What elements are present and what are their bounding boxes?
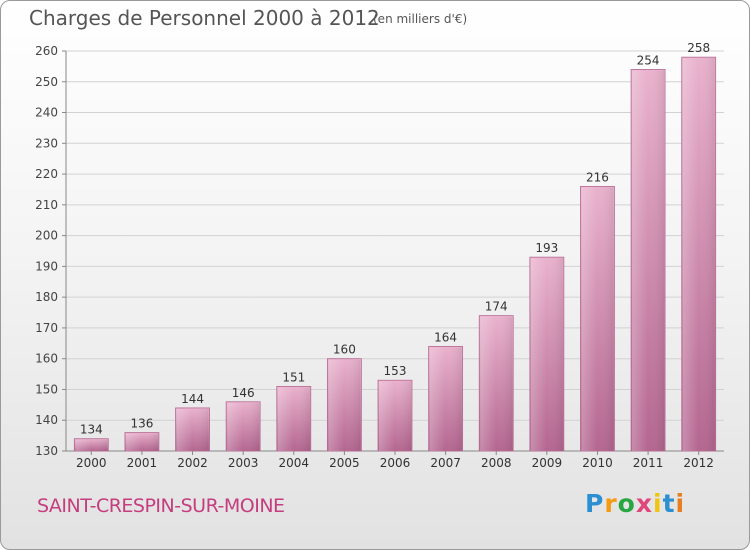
x-tick-label: 2001	[127, 456, 158, 470]
bar-value-label: 134	[80, 423, 103, 437]
x-tick-label: 2003	[228, 456, 259, 470]
y-tick-label: 220	[35, 167, 58, 181]
city-name: SAINT-CRESPIN-SUR-MOINE	[37, 495, 285, 517]
x-tick-label: 2011	[633, 456, 664, 470]
y-tick-label: 160	[35, 352, 58, 366]
x-tick-label: 2008	[481, 456, 512, 470]
y-tick-label: 250	[35, 75, 58, 89]
y-tick-label: 240	[35, 106, 58, 120]
bar-shine	[682, 58, 715, 452]
y-tick-label: 200	[35, 229, 58, 243]
y-tick-label: 210	[35, 198, 58, 212]
x-tick-label: 2000	[76, 456, 107, 470]
y-tick-label: 150	[35, 382, 58, 396]
bar-shine	[379, 381, 411, 451]
logo-letter: i	[675, 489, 686, 518]
x-tick-label: 2002	[177, 456, 208, 470]
y-tick-label: 170	[35, 321, 58, 335]
y-tick-label: 230	[35, 136, 58, 150]
bar-value-label: 216	[586, 170, 609, 184]
logo-letter: i	[653, 489, 663, 518]
x-tick-label: 2004	[278, 456, 309, 470]
x-tick-label: 2006	[380, 456, 411, 470]
bar-shine	[429, 347, 462, 451]
x-tick-label: 2007	[430, 456, 461, 470]
bar-value-label: 258	[687, 41, 710, 55]
bar-shine	[125, 433, 158, 451]
chart-subtitle: (en milliers d'€)	[373, 12, 468, 26]
bar-value-label: 151	[282, 370, 305, 384]
logo-letter: o	[617, 489, 636, 518]
bar-shine	[176, 408, 209, 451]
logo-letter: P	[585, 489, 605, 518]
y-tick-label: 260	[35, 44, 58, 58]
bar-shine	[75, 439, 108, 451]
bar-shine	[581, 187, 614, 451]
bar-value-label: 193	[535, 241, 558, 255]
logo-letter: t	[662, 489, 676, 518]
bar-shine	[328, 359, 361, 451]
bar-value-label: 136	[130, 417, 153, 431]
bar-shine	[227, 402, 260, 451]
bar-shine	[530, 258, 563, 451]
bar-value-label: 153	[384, 364, 407, 378]
bar-value-label: 144	[181, 392, 204, 406]
bar-shine	[480, 316, 513, 451]
x-tick-label: 2012	[683, 456, 714, 470]
proxiti-logo: Proxiti	[585, 489, 685, 518]
bar-value-label: 160	[333, 343, 356, 357]
bar-value-label: 164	[434, 330, 457, 344]
x-tick-label: 2010	[582, 456, 613, 470]
chart-title: Charges de Personnel 2000 à 2012	[29, 6, 380, 30]
bar-shine	[277, 387, 310, 451]
y-tick-label: 180	[35, 290, 58, 304]
bar-shine	[632, 70, 665, 451]
y-tick-label: 140	[35, 413, 58, 427]
bar-value-label: 174	[485, 300, 508, 314]
logo-letter: x	[635, 489, 653, 518]
y-tick-label: 130	[35, 444, 58, 458]
y-tick-label: 190	[35, 259, 58, 273]
logo-letter: r	[604, 489, 618, 518]
x-tick-label: 2005	[329, 456, 360, 470]
bar-value-label: 146	[232, 386, 255, 400]
bar-value-label: 254	[637, 53, 660, 67]
x-tick-label: 2009	[532, 456, 563, 470]
